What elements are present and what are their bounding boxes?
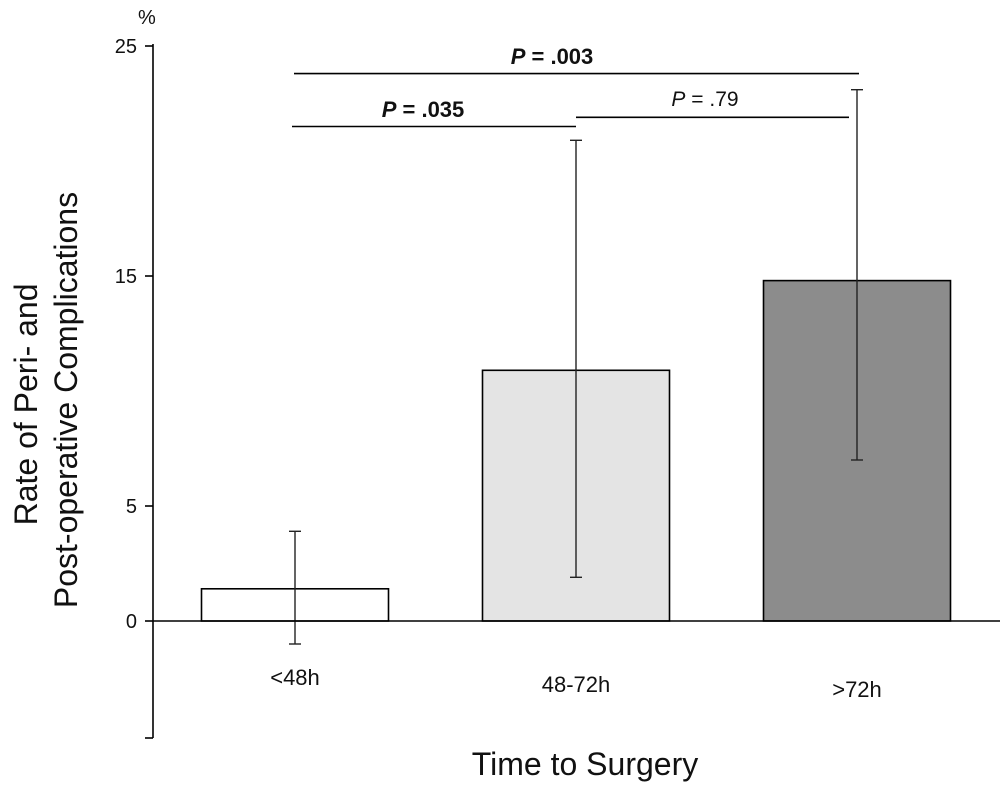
y-ticks-group: 0 5 15 25 bbox=[115, 36, 153, 739]
category-labels-group: <48h 48-72h >72h bbox=[270, 665, 882, 702]
y-axis-title-line-2: Post-operative Complications bbox=[48, 192, 84, 608]
comparison-p-value: P = .003 bbox=[511, 44, 594, 69]
axes-group bbox=[152, 44, 1000, 738]
category-label: <48h bbox=[270, 665, 320, 690]
p-value-text: = .003 bbox=[525, 44, 593, 69]
y-tick-label: 5 bbox=[126, 496, 137, 518]
comparison-p-value: P = .79 bbox=[671, 88, 738, 111]
y-unit-label: % bbox=[138, 7, 156, 29]
p-letter: P bbox=[382, 97, 397, 122]
y-tick-label: 25 bbox=[115, 36, 137, 58]
x-axis-title: Time to Surgery bbox=[472, 746, 698, 782]
y-tick-label: 15 bbox=[115, 266, 137, 288]
comparison-p-value: P = .035 bbox=[382, 97, 465, 122]
p-letter: P bbox=[511, 44, 526, 69]
y-tick-label: 0 bbox=[126, 611, 137, 633]
p-value-text: = .79 bbox=[685, 88, 738, 111]
category-label: 48-72h bbox=[542, 672, 611, 697]
category-label: >72h bbox=[832, 677, 882, 702]
y-axis-title-line-1: Rate of Peri- and bbox=[8, 283, 44, 525]
error-bars-group bbox=[289, 88, 863, 645]
y-axis-title: Rate of Peri- and Post-operative Complic… bbox=[8, 192, 84, 608]
p-value-text: = .035 bbox=[396, 97, 464, 122]
p-letter: P bbox=[671, 88, 685, 111]
